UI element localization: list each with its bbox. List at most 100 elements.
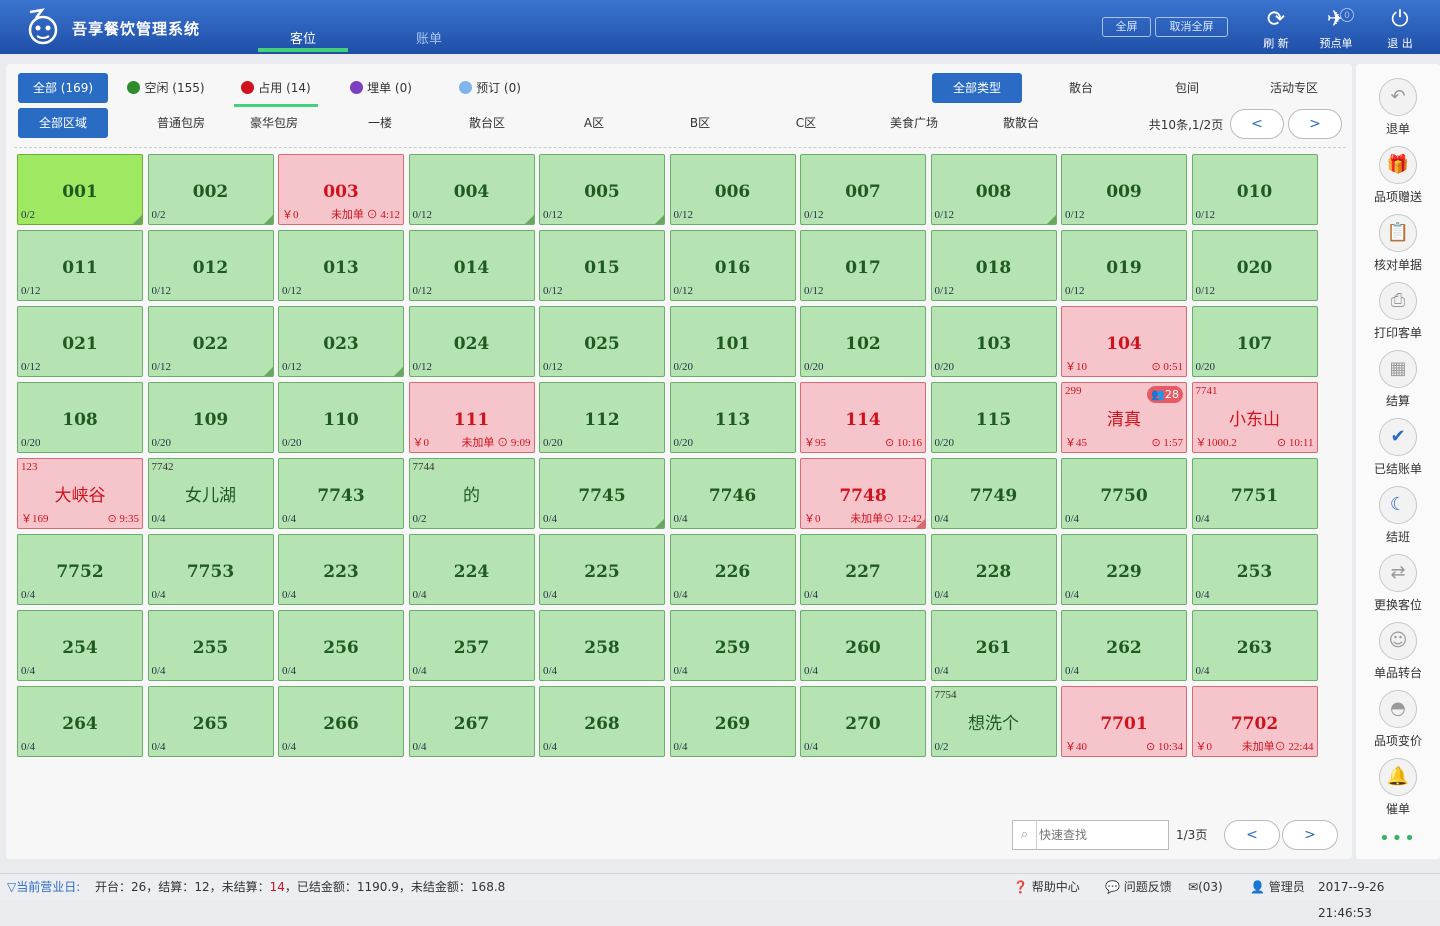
table-tile[interactable]: 002 0/2 <box>147 154 274 225</box>
table-tile[interactable]: 224 0/4 <box>408 534 535 605</box>
table-tile[interactable]: 299 👥28 清真 ￥45 ⊙ 1:57 <box>1061 382 1187 453</box>
table-tile[interactable]: 259 0/4 <box>669 610 796 681</box>
table-tile[interactable]: 256 0/4 <box>278 610 404 681</box>
table-tile[interactable]: 226 0/4 <box>669 534 796 605</box>
table-tile[interactable]: 7743 0/4 <box>278 458 404 529</box>
table-tile[interactable]: 114 ￥95 ⊙ 10:16 <box>800 382 926 453</box>
table-tile[interactable]: 7746 0/4 <box>669 458 796 529</box>
table-tile[interactable]: 253 0/4 <box>1191 534 1318 605</box>
table-tile[interactable]: 108 0/20 <box>17 382 143 453</box>
side-item-printer[interactable]: ⎙ 打印客单 <box>1356 282 1440 341</box>
table-tile[interactable]: 263 0/4 <box>1191 610 1318 681</box>
table-prev-button[interactable]: < <box>1224 820 1280 850</box>
preorder-button[interactable]: ✈ 预点单 <box>1308 8 1364 51</box>
area-c[interactable]: C区 <box>795 116 817 130</box>
table-tile[interactable]: 006 0/12 <box>669 154 796 225</box>
side-item-swap[interactable]: ⇄ 更换客位 <box>1356 554 1440 613</box>
table-tile[interactable]: 019 0/12 <box>1061 230 1187 301</box>
filter-billed[interactable]: 埋单 (0) <box>346 73 416 103</box>
refresh-button[interactable]: ⟳ 刷 新 <box>1248 8 1304 51</box>
table-tile[interactable]: 265 0/4 <box>147 686 274 757</box>
area-a[interactable]: A区 <box>583 116 605 130</box>
table-tile[interactable]: 268 0/4 <box>539 686 665 757</box>
table-tile[interactable]: 264 0/4 <box>17 686 143 757</box>
side-item-checked-bill[interactable]: ✔ 已结账单 <box>1356 418 1440 477</box>
table-tile[interactable]: 003 ￥0 未加单 ⊙ 4:12 <box>278 154 404 225</box>
area-all[interactable]: 全部区域 <box>18 108 108 138</box>
fullscreen-button[interactable]: 全屏 <box>1102 17 1151 37</box>
side-item-calculator[interactable]: ▦ 结算 <box>1356 350 1440 409</box>
table-tile[interactable]: 022 0/12 <box>147 306 274 377</box>
table-tile[interactable]: 7753 0/4 <box>147 534 274 605</box>
area-food-court[interactable]: 美食广场 <box>889 116 938 130</box>
filter-free[interactable]: 空闲 (155) <box>126 73 206 103</box>
table-tile[interactable]: 260 0/4 <box>800 610 926 681</box>
feedback-link[interactable]: 💬 问题反馈 <box>1105 874 1172 900</box>
table-tile[interactable]: 7749 0/4 <box>930 458 1057 529</box>
side-item-cloche[interactable]: ◓ 品项变价 <box>1356 690 1440 749</box>
table-tile[interactable]: 7751 0/4 <box>1191 458 1318 529</box>
table-tile[interactable]: 009 0/12 <box>1061 154 1187 225</box>
table-tile[interactable]: 257 0/4 <box>408 610 535 681</box>
messages-link[interactable]: ✉(03) <box>1188 874 1223 900</box>
type-all[interactable]: 全部类型 <box>932 73 1022 103</box>
tab-seats[interactable]: 客位 <box>289 32 316 47</box>
table-tile[interactable]: 010 0/12 <box>1191 154 1318 225</box>
table-tile[interactable]: 110 0/20 <box>278 382 404 453</box>
side-item-gift[interactable]: 🎁 品项赠送 <box>1356 146 1440 205</box>
table-tile[interactable]: 023 0/12 <box>278 306 404 377</box>
table-tile[interactable]: 7702 ￥0 未加单⊙ 22:44 <box>1191 686 1318 757</box>
table-tile[interactable]: 013 0/12 <box>278 230 404 301</box>
table-tile[interactable]: 225 0/4 <box>539 534 665 605</box>
table-tile[interactable]: 001 0/2 <box>17 154 143 225</box>
table-tile[interactable]: 101 0/20 <box>669 306 796 377</box>
table-tile[interactable]: 261 0/4 <box>930 610 1057 681</box>
table-tile[interactable]: 102 0/20 <box>800 306 926 377</box>
table-tile[interactable]: 7741 小东山 ￥1000.2 ⊙ 10:11 <box>1191 382 1318 453</box>
table-next-button[interactable]: > <box>1282 820 1338 850</box>
area-regular-room[interactable]: 普通包房 <box>156 116 205 130</box>
side-item-undo[interactable]: ↶ 退单 <box>1356 78 1440 137</box>
filter-all[interactable]: 全部 (169) <box>18 73 108 103</box>
table-tile[interactable]: 7744 的 0/2 <box>408 458 535 529</box>
table-tile[interactable]: 228 0/4 <box>930 534 1057 605</box>
table-tile[interactable]: 015 0/12 <box>539 230 665 301</box>
table-tile[interactable]: 229 0/4 <box>1061 534 1187 605</box>
table-tile[interactable]: 109 0/20 <box>147 382 274 453</box>
side-item-transfer[interactable]: ☺ 单品转台 <box>1356 622 1440 681</box>
side-item-moon[interactable]: ☾ 结班 <box>1356 486 1440 545</box>
table-tile[interactable]: 254 0/4 <box>17 610 143 681</box>
table-tile[interactable]: 123 大峡谷 ￥169 ⊙ 9:35 <box>17 458 143 529</box>
table-tile[interactable]: 016 0/12 <box>669 230 796 301</box>
more-icon[interactable]: ••• <box>1379 828 1417 849</box>
table-tile[interactable]: 004 0/12 <box>408 154 535 225</box>
area-first-floor[interactable]: 一楼 <box>367 116 392 130</box>
table-tile[interactable]: 267 0/4 <box>408 686 535 757</box>
business-day-toggle[interactable]: ▽当前营业日: <box>7 880 81 894</box>
help-center-link[interactable]: ❓ 帮助中心 <box>1013 874 1080 900</box>
table-tile[interactable]: 7754 想洗个 0/2 <box>930 686 1057 757</box>
table-tile[interactable]: 269 0/4 <box>669 686 796 757</box>
filter-occupied[interactable]: 占用 (14) <box>234 73 318 103</box>
table-tile[interactable]: 227 0/4 <box>800 534 926 605</box>
side-item-clipboard-check[interactable]: 📋 核对单据 <box>1356 214 1440 273</box>
logout-button[interactable]: ⏻ 退 出 <box>1372 8 1428 51</box>
table-tile[interactable]: 107 0/20 <box>1191 306 1318 377</box>
table-tile[interactable]: 266 0/4 <box>278 686 404 757</box>
search-input[interactable] <box>1039 824 1167 846</box>
table-tile[interactable]: 270 0/4 <box>800 686 926 757</box>
table-tile[interactable]: 7748 ￥0 未加单⊙ 12:42 <box>800 458 926 529</box>
type-scatter[interactable]: 散台 <box>1068 81 1093 95</box>
table-tile[interactable]: 115 0/20 <box>930 382 1057 453</box>
area-luxury-room[interactable]: 豪华包房 <box>249 116 298 130</box>
table-tile[interactable]: 7752 0/4 <box>17 534 143 605</box>
table-tile[interactable]: 223 0/4 <box>278 534 404 605</box>
area-scatter-scatter[interactable]: 散散台 <box>1002 116 1039 130</box>
area-b[interactable]: B区 <box>689 116 711 130</box>
type-private-room[interactable]: 包间 <box>1174 81 1199 95</box>
table-tile[interactable]: 104 ￥10 ⊙ 0:51 <box>1061 306 1187 377</box>
table-tile[interactable]: 017 0/12 <box>800 230 926 301</box>
quick-search[interactable]: ⌕ <box>1012 820 1169 850</box>
table-tile[interactable]: 014 0/12 <box>408 230 535 301</box>
area-prev-button[interactable]: < <box>1230 109 1284 139</box>
